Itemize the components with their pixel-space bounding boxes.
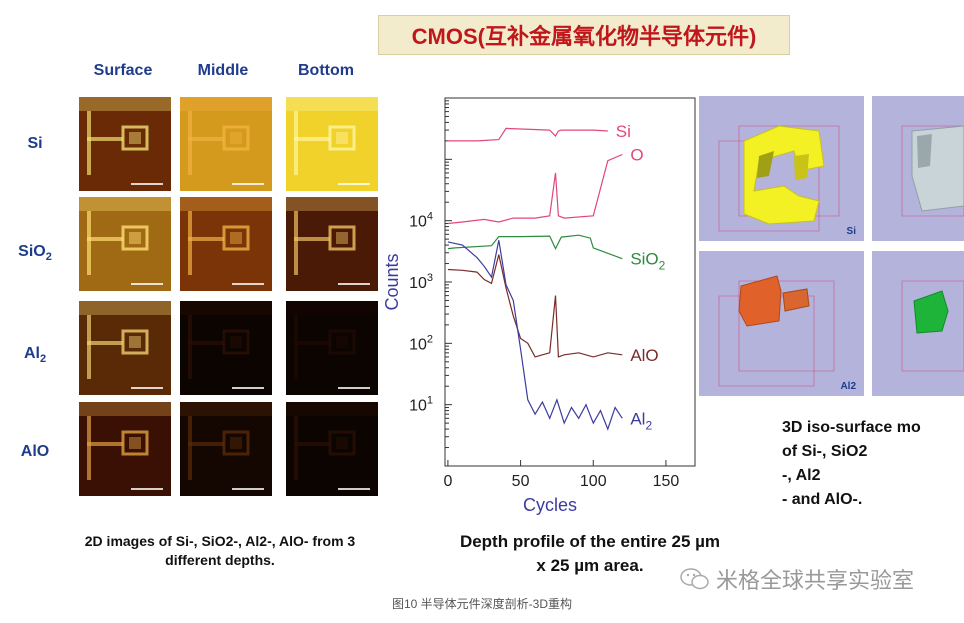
grid-caption-line2: different depths. bbox=[165, 552, 275, 568]
row-header-si-base: Si bbox=[27, 135, 43, 152]
micrograph-tile bbox=[180, 301, 272, 395]
column-header-middle: Middle bbox=[197, 62, 249, 79]
series-line-o bbox=[447, 153, 623, 225]
row-header-alo-base: AlO bbox=[20, 443, 50, 460]
series-label-si: Si bbox=[616, 122, 631, 141]
row-header-al2: Al2 bbox=[5, 345, 65, 365]
micrograph-tile bbox=[286, 402, 378, 496]
x-tick-label: 150 bbox=[653, 473, 680, 490]
micrograph-tile bbox=[79, 402, 171, 496]
micrograph-tile bbox=[180, 402, 272, 496]
micrograph-tile bbox=[180, 97, 272, 191]
row-header-al2-sub: 2 bbox=[39, 353, 47, 366]
iso-caption-line4: - and AlO-. bbox=[782, 491, 863, 508]
series-label-al2: Al2 bbox=[630, 409, 652, 432]
depth-caption-line1: Depth profile of the entire 25 µm bbox=[459, 532, 721, 551]
y-tick-label: 102 bbox=[409, 333, 433, 353]
depth-profile-chart: 0 50 100 150 101 102 103 104 Counts Cycles Si O SiO2… bbox=[382, 97, 696, 515]
column-header-surface: Surface bbox=[93, 62, 153, 79]
depth-caption: Depth profile of the entire 25 µm x 25 µ… bbox=[420, 530, 760, 578]
row-header-sio2-base: SiO bbox=[18, 243, 46, 260]
micrograph-tile bbox=[286, 97, 378, 191]
iso-label-si: Si bbox=[846, 226, 856, 237]
micrograph-tile bbox=[286, 197, 378, 291]
y-axis-title: Counts bbox=[382, 253, 402, 310]
iso-panel-alo bbox=[872, 251, 964, 396]
iso-caption-line1: 3D iso-surface mo bbox=[782, 419, 921, 436]
iso-label-al2: Al2 bbox=[840, 381, 856, 392]
y-tick-label: 104 bbox=[409, 211, 433, 231]
iso-caption-line2: of Si-, SiO2 bbox=[782, 443, 868, 460]
x-tick-label: 100 bbox=[580, 473, 607, 490]
series-line-si bbox=[447, 127, 608, 142]
x-axis-title: Cycles bbox=[523, 495, 577, 515]
series-label-o: O bbox=[630, 145, 643, 164]
slide-title: CMOS(互补金属氧化物半导体元件) bbox=[378, 15, 790, 55]
iso-panel-si: Si bbox=[699, 96, 864, 241]
row-header-sio2: SiO2 bbox=[5, 243, 65, 263]
series-line-sio2 bbox=[447, 234, 623, 260]
series-line-alo bbox=[447, 254, 623, 358]
series-line-al2 bbox=[447, 240, 623, 431]
iso-panel-al2: Al2 bbox=[699, 251, 864, 396]
watermark-text: 米格全球共享实验室 bbox=[716, 568, 915, 593]
micrograph-tile bbox=[286, 301, 378, 395]
iso-caption-line3: -, Al2 bbox=[782, 467, 821, 484]
x-tick-label: 50 bbox=[512, 473, 530, 490]
y-tick-label: 103 bbox=[409, 272, 433, 292]
y-tick-label: 101 bbox=[409, 395, 433, 415]
column-header-bottom: Bottom bbox=[298, 62, 354, 79]
series-label-sio2: SiO2 bbox=[630, 250, 665, 273]
grid-caption-line1: 2D images of Si-, SiO2-, Al2-, AlO- from… bbox=[84, 533, 356, 549]
depth-caption-line2: x 25 µm area. bbox=[536, 556, 644, 575]
wechat-icon bbox=[680, 568, 709, 590]
row-header-al2-base: Al bbox=[23, 345, 40, 362]
micrograph-tile bbox=[180, 197, 272, 291]
micrograph-tile bbox=[79, 197, 171, 291]
micrograph-tile bbox=[79, 301, 171, 395]
row-header-alo: AlO bbox=[5, 443, 65, 463]
iso-caption: 3D iso-surface mo of Si-, SiO2 -, Al2 - … bbox=[782, 416, 964, 512]
watermark: 米格全球共享实验室 bbox=[680, 563, 914, 595]
micrograph-tile bbox=[79, 97, 171, 191]
iso-panel-sio2 bbox=[872, 96, 964, 241]
row-header-sio2-sub: 2 bbox=[45, 251, 52, 264]
figure-footer: 图10 半导体元件深度剖析-3D重构 bbox=[391, 597, 573, 611]
row-header-si: Si bbox=[5, 135, 65, 155]
grid-caption: 2D images of Si-, SiO2-, Al2-, AlO- from… bbox=[40, 532, 400, 570]
series-label-alo: AlO bbox=[630, 346, 658, 365]
x-tick-label: 0 bbox=[443, 473, 452, 490]
